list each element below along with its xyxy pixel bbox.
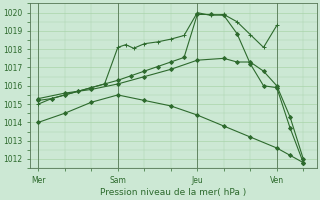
X-axis label: Pression niveau de la mer( hPa ): Pression niveau de la mer( hPa )	[100, 188, 247, 197]
